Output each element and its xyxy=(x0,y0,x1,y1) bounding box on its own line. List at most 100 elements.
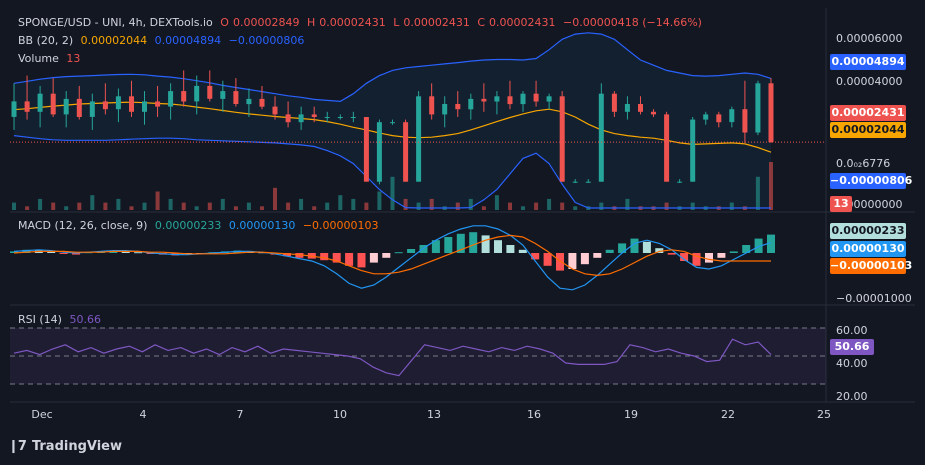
macd-axis-label: −0.00001000 xyxy=(836,292,912,305)
macd-histogram-bar xyxy=(431,240,440,253)
candle-body xyxy=(677,181,683,183)
bb-lower-value: −0.00000806 xyxy=(228,34,305,47)
candle-body xyxy=(337,117,343,118)
macd-histogram-bar xyxy=(394,252,403,254)
volume-bar xyxy=(508,202,512,210)
macd-line xyxy=(13,225,772,291)
candle-body xyxy=(442,104,448,115)
volume-bar xyxy=(312,206,317,210)
macd-histogram-bar xyxy=(283,253,291,257)
volume-bar xyxy=(220,198,225,210)
ohlc-c-label: C xyxy=(477,16,486,29)
candle-body xyxy=(376,122,382,182)
candle-body xyxy=(129,96,134,112)
macd-histogram-bar xyxy=(568,253,577,269)
macd-histogram-bar xyxy=(754,238,763,253)
tradingview-brand[interactable]: ❙7 TradingView xyxy=(8,439,122,454)
bb-name: BB (20, 2) xyxy=(18,34,74,47)
volume-bar xyxy=(12,202,16,210)
bb-upper-line xyxy=(13,32,772,103)
candle-body xyxy=(455,104,461,110)
volume-bar xyxy=(338,195,343,210)
candle-body xyxy=(285,114,291,123)
macd-histogram-bar xyxy=(506,245,515,253)
volume-bar xyxy=(286,202,291,210)
candle-body xyxy=(207,85,213,99)
volume-bar xyxy=(429,198,434,210)
macd-histogram-bar xyxy=(369,253,378,263)
rsi-line xyxy=(13,338,772,377)
candle-body xyxy=(168,91,174,107)
ohlc-o-label: O xyxy=(220,16,229,29)
candle-body xyxy=(63,98,69,115)
macd-histogram-bar xyxy=(419,245,428,253)
bb-lower-tag: −0.00000806 xyxy=(830,173,913,189)
candle-body xyxy=(664,114,670,182)
macd-histogram-bar xyxy=(22,249,31,253)
macd-histogram-bar xyxy=(59,253,68,254)
volume-bar xyxy=(38,198,43,210)
candle-body xyxy=(115,96,121,110)
macd-histogram-bar xyxy=(47,251,56,253)
volume-bar xyxy=(351,198,356,210)
macd-histogram-bar xyxy=(456,233,465,253)
bb-upper-value: 0.00004894 xyxy=(154,34,222,47)
candle-body xyxy=(142,101,147,112)
candle-body xyxy=(24,101,30,112)
macd-hist-value: 0.00000233 xyxy=(154,219,222,232)
candle-body xyxy=(246,98,252,105)
bb-basis-line xyxy=(13,101,772,153)
volume-bar xyxy=(116,198,121,210)
volume-bar xyxy=(416,202,421,210)
macd-signal-value: −0.00000103 xyxy=(302,219,379,232)
volume-bar xyxy=(273,187,277,210)
volume-bar xyxy=(299,198,304,210)
macd-histogram-bar xyxy=(481,235,490,253)
bb-legend: BB (20, 2) 0.00002044 0.00004894 −0.0000… xyxy=(18,34,308,48)
price-axis-label: 0.00000000 xyxy=(836,198,903,211)
candle-body xyxy=(311,114,317,117)
time-axis-label: 7 xyxy=(236,408,244,421)
ohlc-c: 0.00002431 xyxy=(489,16,556,29)
candle-body xyxy=(155,101,161,107)
candle-body xyxy=(50,93,56,115)
ohlc-l: 0.00002431 xyxy=(403,16,470,29)
time-axis-label: 13 xyxy=(427,408,441,421)
price-axis-label: 0.0₀₂6776 xyxy=(836,157,891,170)
ohlc-values: O 0.00002849 H 0.00002431 L 0.00002431 C 0.0… xyxy=(220,16,706,29)
macd-name: MACD (12, 26, close, 9) xyxy=(18,219,148,232)
volume-name: Volume xyxy=(18,52,59,65)
macd-hist-tag: 0.00000233 xyxy=(830,223,906,239)
macd-histogram-bar xyxy=(580,253,589,265)
volume-bar xyxy=(103,202,108,210)
rsi-tag: 50.66 xyxy=(830,339,874,355)
macd-histogram-bar xyxy=(295,253,304,258)
candle-body xyxy=(363,117,369,182)
macd-histogram-bar xyxy=(518,249,527,253)
volume-value: 13 xyxy=(66,52,81,65)
candle-body xyxy=(533,93,539,102)
volume-bar xyxy=(534,202,539,210)
candle-body xyxy=(520,93,526,105)
macd-histogram-bar xyxy=(655,248,664,253)
volume-bar xyxy=(547,198,552,210)
macd-histogram-bar xyxy=(642,241,651,253)
candle-body xyxy=(742,109,748,133)
volume-bar xyxy=(599,202,604,210)
candle-body xyxy=(429,96,435,115)
candle-body xyxy=(181,91,187,102)
volume-bar xyxy=(260,206,264,210)
volume-bar xyxy=(521,206,525,210)
macd-histogram-bar xyxy=(692,253,701,266)
candle-body xyxy=(403,122,409,182)
candle-body xyxy=(481,98,487,102)
time-axis-label: 16 xyxy=(527,408,541,421)
candle-body xyxy=(598,93,604,182)
candle-body xyxy=(768,83,774,143)
candle-body xyxy=(572,181,578,183)
macd-histogram-bar xyxy=(407,249,416,253)
macd-histogram-bar xyxy=(605,249,614,253)
volume-legend: Volume 13 xyxy=(18,52,84,66)
macd-histogram-bar xyxy=(593,253,602,258)
